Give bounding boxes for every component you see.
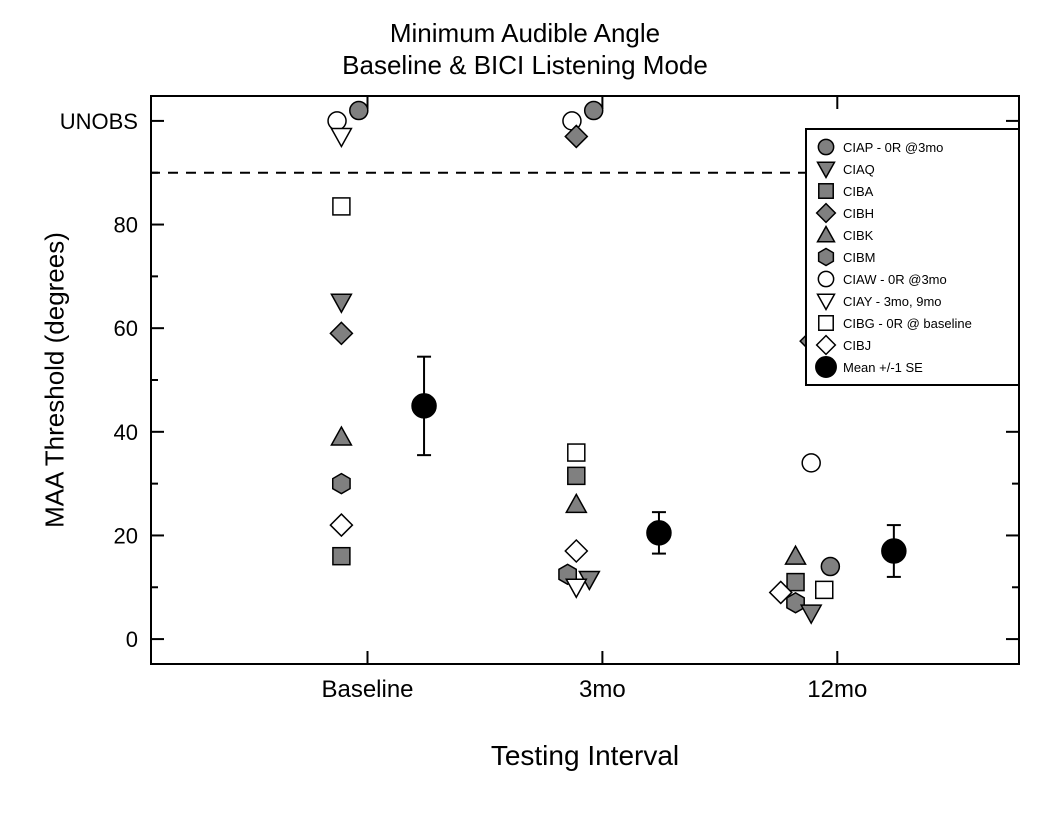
legend-item: CIAQ (815, 158, 1010, 180)
data-point-CIBM (333, 474, 350, 494)
legend-box: CIAP - 0R @3mo CIAQ CIBA CIBH CIBK CIBM CIAW -… (805, 128, 1020, 386)
legend-swatch (815, 334, 837, 356)
legend-label: CIAP - 0R @3mo (843, 140, 943, 155)
mean-point (412, 357, 436, 455)
plot-svg-layer: 0 20 40 60 80 UNOBS Baseline 3mo 12mo (0, 0, 1050, 819)
data-point-CIBH (330, 322, 352, 344)
data-point-CIBJ (330, 514, 352, 536)
y-tick-label-unobs: UNOBS (60, 109, 138, 134)
x-tick-label: Baseline (321, 676, 413, 703)
legend-swatch (815, 224, 837, 246)
data-point-CIBA (568, 467, 585, 484)
legend-swatch (815, 356, 837, 378)
data-point-CIAW (802, 454, 820, 472)
chart-container: Minimum Audible Angle Baseline & BICI Li… (0, 0, 1050, 819)
data-point-CIAQ (331, 294, 351, 312)
legend-item: CIBM (815, 246, 1010, 268)
y-tick-label: 20 (114, 523, 138, 548)
y-tick-label: 60 (114, 316, 138, 341)
data-point-CIAW (328, 112, 346, 130)
legend-item: CIBK (815, 224, 1010, 246)
legend-label: Mean +/-1 SE (843, 360, 923, 375)
legend-label: CIBJ (843, 338, 871, 353)
data-point-CIBA (787, 574, 804, 591)
legend-item: CIBA (815, 180, 1010, 202)
legend-label: CIBK (843, 228, 873, 243)
legend-label: CIBG - 0R @ baseline (843, 316, 972, 331)
legend-label: CIAY - 3mo, 9mo (843, 294, 942, 309)
data-point-CIBG (816, 581, 833, 598)
legend-label: CIBM (843, 250, 876, 265)
data-point-CIBM (787, 593, 804, 613)
x-tick-label: 12mo (807, 676, 867, 703)
legend-item: CIAY - 3mo, 9mo (815, 290, 1010, 312)
legend-swatch (815, 312, 837, 334)
data-point-CIBK (331, 427, 351, 445)
mean-point (882, 525, 906, 577)
legend-label: CIAQ (843, 162, 875, 177)
data-point-CIBG (333, 198, 350, 215)
data-point-CIBA (333, 548, 350, 565)
legend-label: CIBA (843, 184, 873, 199)
legend-swatch (815, 246, 837, 268)
data-point-CIBJ (565, 540, 587, 562)
legend-label: CIBH (843, 206, 874, 221)
data-point-CIAP (821, 558, 839, 576)
legend-label: CIAW - 0R @3mo (843, 272, 947, 287)
legend-item: CIBJ (815, 334, 1010, 356)
legend-item: CIAW - 0R @3mo (815, 268, 1010, 290)
mean-point (647, 512, 671, 553)
data-point-CIBK (566, 494, 586, 512)
data-point-CIAQ (801, 605, 821, 623)
data-point-CIAY (566, 579, 586, 597)
legend-swatch (815, 202, 837, 224)
legend-swatch (815, 158, 837, 180)
legend-item: CIBG - 0R @ baseline (815, 312, 1010, 334)
data-point-CIBG (568, 444, 585, 461)
data-point-CIAP (585, 102, 603, 120)
x-tick-label: 3mo (579, 676, 626, 703)
legend-item: CIBH (815, 202, 1010, 224)
legend-swatch (815, 290, 837, 312)
legend-swatch (815, 268, 837, 290)
legend-swatch (815, 136, 837, 158)
data-point-CIAP (350, 102, 368, 120)
legend-item: CIAP - 0R @3mo (815, 136, 1010, 158)
y-tick-label: 0 (126, 627, 138, 652)
data-point-CIBK (786, 546, 806, 564)
data-point-CIAY (331, 128, 351, 146)
legend-item: Mean +/-1 SE (815, 356, 1010, 378)
y-tick-label: 80 (114, 213, 138, 238)
legend-swatch (815, 180, 837, 202)
y-tick-label: 40 (114, 420, 138, 445)
